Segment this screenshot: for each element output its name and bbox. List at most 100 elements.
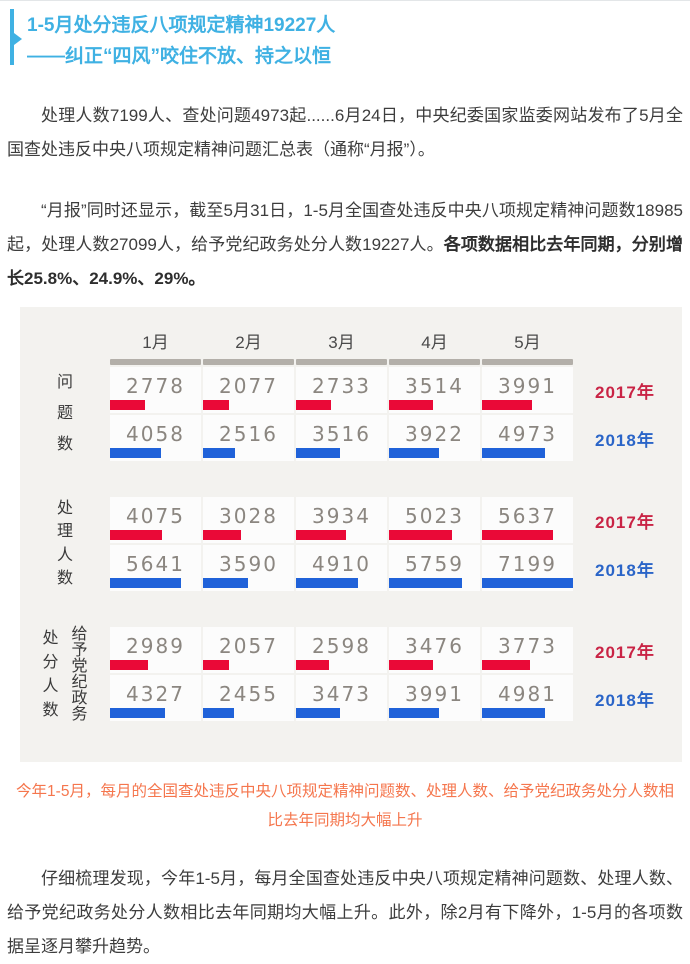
data-value: 4327 bbox=[126, 682, 185, 706]
group-label-char: 数 bbox=[56, 436, 73, 454]
data-value: 4981 bbox=[498, 682, 557, 706]
data-cell: 3590 bbox=[203, 545, 294, 591]
group-label-char: 务 bbox=[71, 706, 88, 723]
group-label: 处理人数 bbox=[20, 497, 110, 591]
chart-grid: 1月 2月 3月 4月 5月问题数 2778 2077 2733 3514 3991 4058 251… bbox=[20, 321, 682, 723]
data-cell: 5637 bbox=[482, 497, 573, 543]
data-cell: 3934 bbox=[296, 497, 387, 543]
data-cell: 3473 bbox=[296, 675, 387, 721]
group-label-char: 分 bbox=[42, 654, 59, 671]
data-value: 3991 bbox=[405, 682, 464, 706]
group-label-char: 数 bbox=[56, 570, 73, 588]
data-cell: 5023 bbox=[389, 497, 480, 543]
data-bar bbox=[296, 578, 359, 588]
data-cell: 2516 bbox=[203, 415, 294, 461]
data-cell: 4327 bbox=[110, 675, 201, 721]
data-bar bbox=[203, 578, 249, 588]
series-row-2017年: 2778 2077 2733 3514 3991 bbox=[110, 367, 573, 413]
group-label-char: 党 bbox=[71, 658, 88, 675]
data-bar bbox=[389, 400, 434, 410]
column-header-strip bbox=[110, 359, 201, 365]
data-bar bbox=[296, 448, 341, 458]
data-bar bbox=[482, 578, 573, 588]
chart-month-row: 1月 2月 3月 4月 5月 bbox=[20, 321, 682, 359]
data-value: 3516 bbox=[312, 422, 371, 446]
data-bar bbox=[389, 578, 462, 588]
data-bar bbox=[296, 660, 329, 670]
month-label: 2月 bbox=[235, 332, 262, 352]
month-label: 1月 bbox=[142, 332, 169, 352]
data-bar bbox=[203, 530, 242, 540]
year-label: 2017年 bbox=[595, 642, 655, 662]
strip-cells bbox=[110, 359, 573, 365]
data-bar bbox=[389, 708, 440, 718]
data-value: 2077 bbox=[219, 374, 278, 398]
group-rows: 2989 2057 2598 3476 3773 4327 2455 3473 3991 4981 bbox=[110, 627, 573, 723]
data-cell: 4981 bbox=[482, 675, 573, 721]
group-label-char: 政 bbox=[71, 690, 88, 707]
data-cell: 7199 bbox=[482, 545, 573, 591]
year-label: 2018年 bbox=[595, 430, 655, 450]
paragraph-3: 仔细梳理发现，今年1-5月，每月全国查处违反中央八项规定精神问题数、处理人数、给… bbox=[7, 869, 683, 956]
data-bar bbox=[203, 400, 230, 410]
data-bar bbox=[296, 400, 331, 410]
article-header: 1-5月处分违反八项规定精神19227人 ——纠正“四风”咬住不放、持之以恒 bbox=[0, 1, 690, 72]
data-bar bbox=[482, 400, 533, 410]
data-value: 2778 bbox=[126, 374, 185, 398]
group-label-char: 数 bbox=[42, 702, 59, 719]
year-label: 2018年 bbox=[595, 560, 655, 580]
data-cell: 3922 bbox=[389, 415, 480, 461]
group-label-char: 处 bbox=[42, 630, 59, 647]
data-value: 3028 bbox=[219, 504, 278, 528]
data-value: 4075 bbox=[126, 504, 185, 528]
column-header-strip bbox=[482, 359, 573, 365]
group-label-column: 处分人数 bbox=[42, 627, 58, 723]
group-rows: 4075 3028 3934 5023 5637 5641 3590 4910 5759 7199 bbox=[110, 497, 573, 591]
group-label-char: 人 bbox=[56, 546, 73, 564]
chart-strip-row bbox=[20, 359, 682, 365]
group-label-char: 处 bbox=[56, 499, 73, 517]
data-cell: 4910 bbox=[296, 545, 387, 591]
article-title-line2: ——纠正“四风”咬住不放、持之以恒 bbox=[27, 46, 332, 67]
chart-group-2: 处理人数 4075 3028 3934 5023 5637 5641 3590 4910 5759… bbox=[20, 497, 682, 591]
year-legend: 2017年 2018年 bbox=[573, 627, 655, 723]
year-label: 2017年 bbox=[595, 512, 655, 532]
data-value: 5023 bbox=[405, 504, 464, 528]
data-cell: 3991 bbox=[482, 367, 573, 413]
data-cell: 2733 bbox=[296, 367, 387, 413]
data-cell: 2778 bbox=[110, 367, 201, 413]
data-bar bbox=[203, 660, 229, 670]
data-bar bbox=[110, 448, 162, 458]
group-label-column: 处理人数 bbox=[57, 497, 73, 591]
group-label-char: 人 bbox=[42, 678, 59, 695]
data-value: 3934 bbox=[312, 504, 371, 528]
data-cell: 3028 bbox=[203, 497, 294, 543]
data-value: 3991 bbox=[498, 374, 557, 398]
data-value: 3590 bbox=[219, 552, 278, 576]
article-title-line1: 1-5月处分违反八项规定精神19227人 bbox=[27, 15, 336, 36]
data-value: 3514 bbox=[405, 374, 464, 398]
group-label: 处分人数给予党纪政务 bbox=[20, 627, 110, 723]
column-header-strip bbox=[203, 359, 294, 365]
data-value: 2733 bbox=[312, 374, 371, 398]
data-cell: 3773 bbox=[482, 627, 573, 673]
series-row-2018年: 4327 2455 3473 3991 4981 bbox=[110, 675, 573, 721]
data-value: 4910 bbox=[312, 552, 371, 576]
month-label: 3月 bbox=[328, 332, 355, 352]
data-bar bbox=[110, 530, 162, 540]
data-value: 5641 bbox=[126, 552, 185, 576]
group-label-char: 予 bbox=[71, 642, 88, 659]
data-bar bbox=[203, 448, 235, 458]
month-cells: 1月 2月 3月 4月 5月 bbox=[110, 328, 573, 353]
data-cell: 4058 bbox=[110, 415, 201, 461]
chart-group-1: 问题数 2778 2077 2733 3514 3991 4058 2516 3516 3922 4… bbox=[20, 367, 682, 461]
paragraph-2-normal: “月报”同时还显示，截至5月31日，1-5月全国查处违反中央八项规定精神问题数1… bbox=[7, 201, 683, 254]
data-value: 2057 bbox=[219, 634, 278, 658]
data-value: 5637 bbox=[498, 504, 557, 528]
series-row-2017年: 2989 2057 2598 3476 3773 bbox=[110, 627, 573, 673]
data-cell: 2455 bbox=[203, 675, 294, 721]
data-cell: 5641 bbox=[110, 545, 201, 591]
label-spacer bbox=[20, 359, 110, 365]
series-row-2018年: 5641 3590 4910 5759 7199 bbox=[110, 545, 573, 591]
data-value: 3476 bbox=[405, 634, 464, 658]
